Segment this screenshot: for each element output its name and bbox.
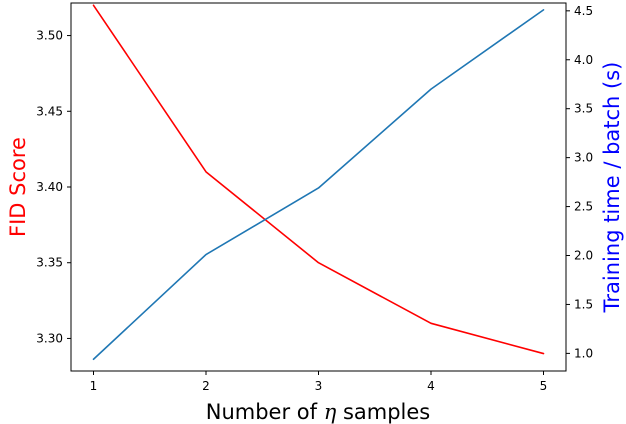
right-y-tick-label: 1.5 bbox=[574, 297, 593, 311]
training-time-line bbox=[92, 9, 545, 361]
right-y-axis-ticks: 1.0 1.5 2.0 2.5 3.0 3.5 4.0 4.5 bbox=[566, 4, 593, 360]
series-layer bbox=[92, 4, 545, 361]
right-y-tick-label: 3.0 bbox=[574, 151, 593, 165]
fid-score-line bbox=[92, 4, 545, 355]
x-tick-label: 1 bbox=[90, 379, 98, 393]
x-tick-label: 2 bbox=[202, 379, 210, 393]
left-y-tick-label: 3.30 bbox=[36, 331, 63, 345]
right-y-tick-label: 1.0 bbox=[574, 346, 593, 360]
left-y-axis-label: FID Score bbox=[6, 137, 30, 237]
x-tick-label: 3 bbox=[315, 379, 323, 393]
left-y-axis-ticks: 3.30 3.35 3.40 3.45 3.50 bbox=[36, 29, 71, 345]
left-y-tick-label: 3.45 bbox=[36, 104, 63, 118]
left-y-tick-label: 3.40 bbox=[36, 180, 63, 194]
right-y-tick-label: 2.0 bbox=[574, 249, 593, 263]
left-y-tick-label: 3.35 bbox=[36, 256, 63, 270]
left-y-tick-label: 3.50 bbox=[36, 29, 63, 43]
right-y-axis-label: Training time / batch (s) bbox=[600, 62, 624, 314]
x-axis-ticks: 1 2 3 4 5 bbox=[90, 371, 548, 393]
right-y-tick-label: 4.0 bbox=[574, 53, 593, 67]
right-y-tick-label: 4.5 bbox=[574, 4, 593, 18]
right-y-tick-label: 2.5 bbox=[574, 200, 593, 214]
x-axis-label: Number of η samples bbox=[206, 400, 431, 424]
right-y-tick-label: 3.5 bbox=[574, 102, 593, 116]
x-tick-label: 4 bbox=[427, 379, 435, 393]
x-tick-label: 5 bbox=[540, 379, 548, 393]
